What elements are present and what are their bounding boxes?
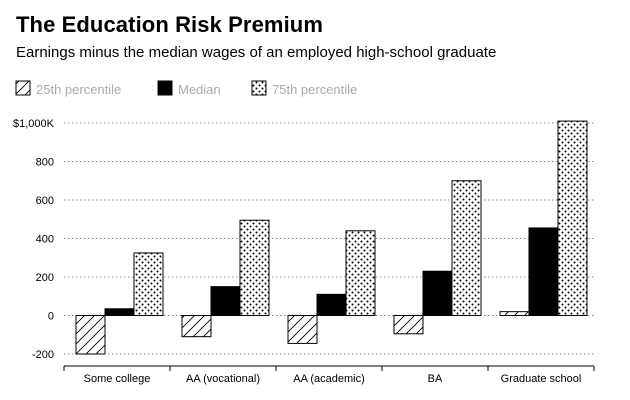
bar-dots — [557, 120, 588, 316]
bar-dots — [133, 252, 164, 316]
bar-hatch — [181, 315, 212, 338]
x-category-label: AA (vocational) — [186, 373, 260, 385]
y-tick-label: 200 — [36, 272, 54, 284]
y-tick-label: $1,000K — [13, 118, 55, 130]
bar-solid — [104, 308, 135, 317]
legend-label: 75th percentile — [272, 82, 357, 97]
legend-swatch-solid — [157, 80, 173, 96]
x-category-label: Some college — [84, 373, 151, 385]
bar-solid — [528, 227, 559, 317]
bar-dots — [239, 219, 270, 316]
y-tick-label: 800 — [36, 157, 54, 169]
bar-hatch — [393, 315, 424, 335]
bars — [75, 120, 588, 355]
gridlines — [64, 122, 594, 355]
y-tick-label: -200 — [32, 349, 54, 361]
x-axis: Some college AA (vocational) AA (academic)… — [63, 365, 595, 385]
x-category-label: Graduate school — [501, 373, 582, 385]
y-tick-label: 600 — [36, 195, 54, 207]
bar-dots — [345, 230, 376, 316]
y-tick-label: 0 — [48, 311, 54, 323]
legend-swatch-hatch — [15, 80, 31, 96]
bar-solid — [316, 293, 347, 317]
bar-hatch — [287, 315, 318, 344]
chart-subtitle: Earnings minus the median wages of an em… — [16, 44, 497, 61]
chart-title: The Education Risk Premium — [16, 12, 324, 37]
legend-swatch-dots — [251, 80, 267, 96]
bar-solid — [210, 286, 241, 316]
x-category-label: BA — [428, 373, 443, 385]
y-tick-label: 400 — [36, 234, 54, 246]
bar-dots — [451, 180, 482, 316]
legend-label: Median — [178, 82, 221, 97]
x-category-label: AA (academic) — [293, 373, 365, 385]
legend: 25th percentile Median 75th percentile — [15, 80, 357, 97]
bar-solid — [422, 270, 453, 317]
bar-hatch — [499, 311, 530, 316]
y-axis-ticks: -200 0 200 400 600 800 $1,000K — [13, 118, 55, 361]
legend-label: 25th percentile — [36, 82, 121, 97]
bar-hatch — [75, 315, 106, 355]
